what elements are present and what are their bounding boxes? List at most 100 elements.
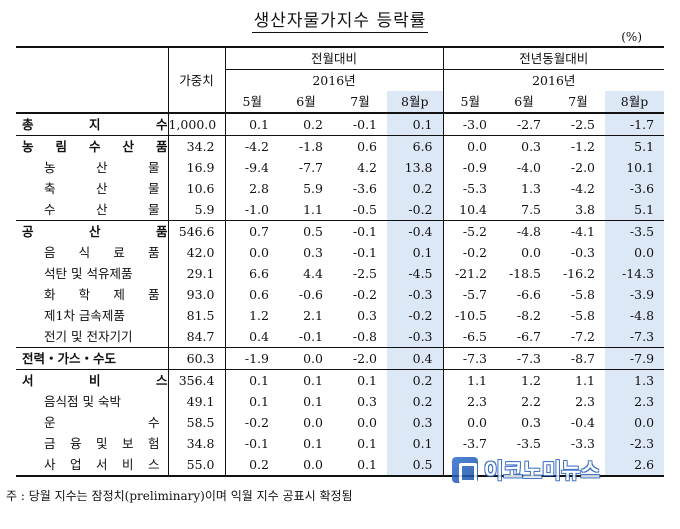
value-cell: -0.5	[352, 202, 377, 217]
value-cell: -7.3	[605, 326, 665, 348]
value-cell: -3.5	[605, 220, 665, 242]
row-label-token: 총	[22, 117, 34, 132]
value-cell: 0.3	[357, 308, 377, 323]
value-cell: -0.2	[244, 415, 269, 430]
row-label-token: 서	[22, 373, 34, 388]
footnote: 주 : 당월 지수는 잠정치(preliminary)이며 익월 지수 공표시 …	[6, 489, 353, 503]
row-label: 제1차 금속제품	[16, 305, 169, 326]
value-cell: 2.3	[605, 391, 665, 412]
value-cell: -1.8	[279, 135, 333, 157]
value-cell: 0.3	[387, 412, 444, 433]
value-cell: -4.8	[605, 305, 665, 326]
value-cell: 0.2	[387, 178, 444, 199]
row-label-token: 물	[147, 202, 160, 217]
weight-cell: 58.5	[168, 412, 226, 433]
row-label-token: 금	[44, 436, 56, 451]
header-month: 7월	[568, 94, 588, 109]
table-row: 음 식 료 품 42.0 0.0 0.3 -0.1 0.1 -0.2 0.0 -0.3 0.0	[16, 242, 665, 263]
weight-cell: 34.8	[168, 433, 226, 454]
row-label-token: 물	[147, 160, 160, 175]
value-cell: -9.4	[244, 160, 269, 175]
watermark-text: 이코노미뉴스	[484, 459, 600, 483]
row-label-token: 스	[147, 457, 160, 472]
value-cell: 0.0	[467, 415, 488, 430]
row-label: 전기 및 전자기기	[16, 326, 169, 348]
table-row: 전력・가스・수도 60.3 -1.9 0.0 -2.0 0.4 -7.3 -7.3 -8.7 -7…	[16, 347, 665, 370]
value-cell: 0.0	[279, 347, 333, 370]
value-cell: -8.2	[516, 308, 542, 323]
value-cell: 4.2	[357, 160, 377, 175]
value-cell: 1.2	[249, 308, 269, 323]
weight-cell: 34.2	[168, 135, 226, 157]
value-cell: -5.2	[443, 220, 498, 242]
value-cell: -7.2	[570, 329, 596, 344]
table-row: 화 학 제 품 93.0 0.6 -0.6 -0.2 -0.3 -5.7 -6.6 -5.8 -3.9	[16, 284, 665, 305]
value-cell: -5.3	[462, 181, 488, 196]
row-label-token: 학	[78, 287, 91, 302]
value-cell: -4.8	[497, 220, 552, 242]
value-cell: -3.5	[516, 436, 542, 451]
value-cell: -14.3	[605, 263, 665, 284]
value-cell: 0.0	[521, 245, 542, 260]
weight-cell: 356.4	[168, 369, 226, 391]
value-cell: -2.0	[570, 160, 596, 175]
value-cell: 0.3	[303, 245, 323, 260]
unit-label: (%)	[621, 30, 642, 44]
row-label-token: 품	[155, 139, 168, 154]
table-row: 운 수 58.5 -0.2 0.0 0.0 0.3 0.0 0.3 -0.4 0.0	[16, 412, 665, 433]
value-cell: -4.2	[570, 181, 596, 196]
value-cell: -4.1	[551, 220, 606, 242]
value-cell: 2.8	[249, 181, 269, 196]
ppi-table: 가중치 전월대비 전년동월대비 2016년 2016년 5월 6월 7월 8월p…	[16, 46, 665, 477]
row-label-token: 료	[113, 245, 125, 260]
value-cell: -6.5	[462, 329, 488, 344]
value-cell: -16.2	[562, 266, 596, 281]
table-row: 서 비 스 356.4 0.1 0.1 0.1 0.2 1.1 1.2 1.1 1.3	[16, 369, 665, 391]
value-cell: 1.1	[443, 369, 498, 391]
value-cell: -0.2	[387, 305, 444, 326]
value-cell: 0.4	[387, 347, 444, 370]
row-label-token: 산	[95, 160, 108, 175]
value-cell: 0.1	[225, 369, 279, 391]
row-label-token: 산	[95, 202, 108, 217]
row-label-token: 운	[44, 415, 56, 430]
value-cell: -7.3	[497, 347, 552, 370]
row-label-text: 음식점 및 숙박	[44, 394, 121, 409]
value-cell: -6.6	[516, 287, 542, 302]
header-month: 5월	[242, 94, 262, 109]
weight-cell: 5.9	[168, 199, 226, 221]
value-cell: 0.0	[357, 415, 377, 430]
value-cell: -0.1	[333, 220, 387, 242]
value-cell: -5.8	[570, 287, 596, 302]
value-cell: -2.7	[497, 112, 552, 136]
row-label-token: 음	[44, 245, 56, 260]
row-label-text: 제1차 금속제품	[44, 308, 125, 323]
value-cell: 0.1	[225, 112, 279, 136]
value-cell: -7.3	[443, 347, 498, 370]
value-cell: 0.2	[225, 454, 279, 477]
value-cell: -3.6	[352, 181, 377, 196]
row-label-token: 지	[88, 117, 101, 132]
value-cell: -4.5	[387, 263, 444, 284]
header-row-2: 2016년 2016년	[16, 69, 664, 91]
value-cell: -3.6	[605, 178, 665, 199]
value-cell: 10.4	[459, 202, 488, 217]
value-cell: -0.2	[352, 287, 377, 302]
weight-cell: 81.5	[168, 305, 226, 326]
value-cell: -7.7	[298, 160, 323, 175]
table-row: 농 산 물 16.9 -9.4 -7.7 4.2 13.8 -0.9 -4.0 -2.0 10.1	[16, 157, 665, 178]
value-cell: -0.4	[387, 220, 444, 242]
table-row: 금 융 및 보 험 34.8 -0.1 0.1 0.1 0.1 -3.7 -3.5 -3.3 -2.3	[16, 433, 665, 454]
row-label-token: 스	[155, 373, 168, 388]
value-cell: -8.7	[551, 347, 606, 370]
value-cell: -1.9	[225, 347, 279, 370]
